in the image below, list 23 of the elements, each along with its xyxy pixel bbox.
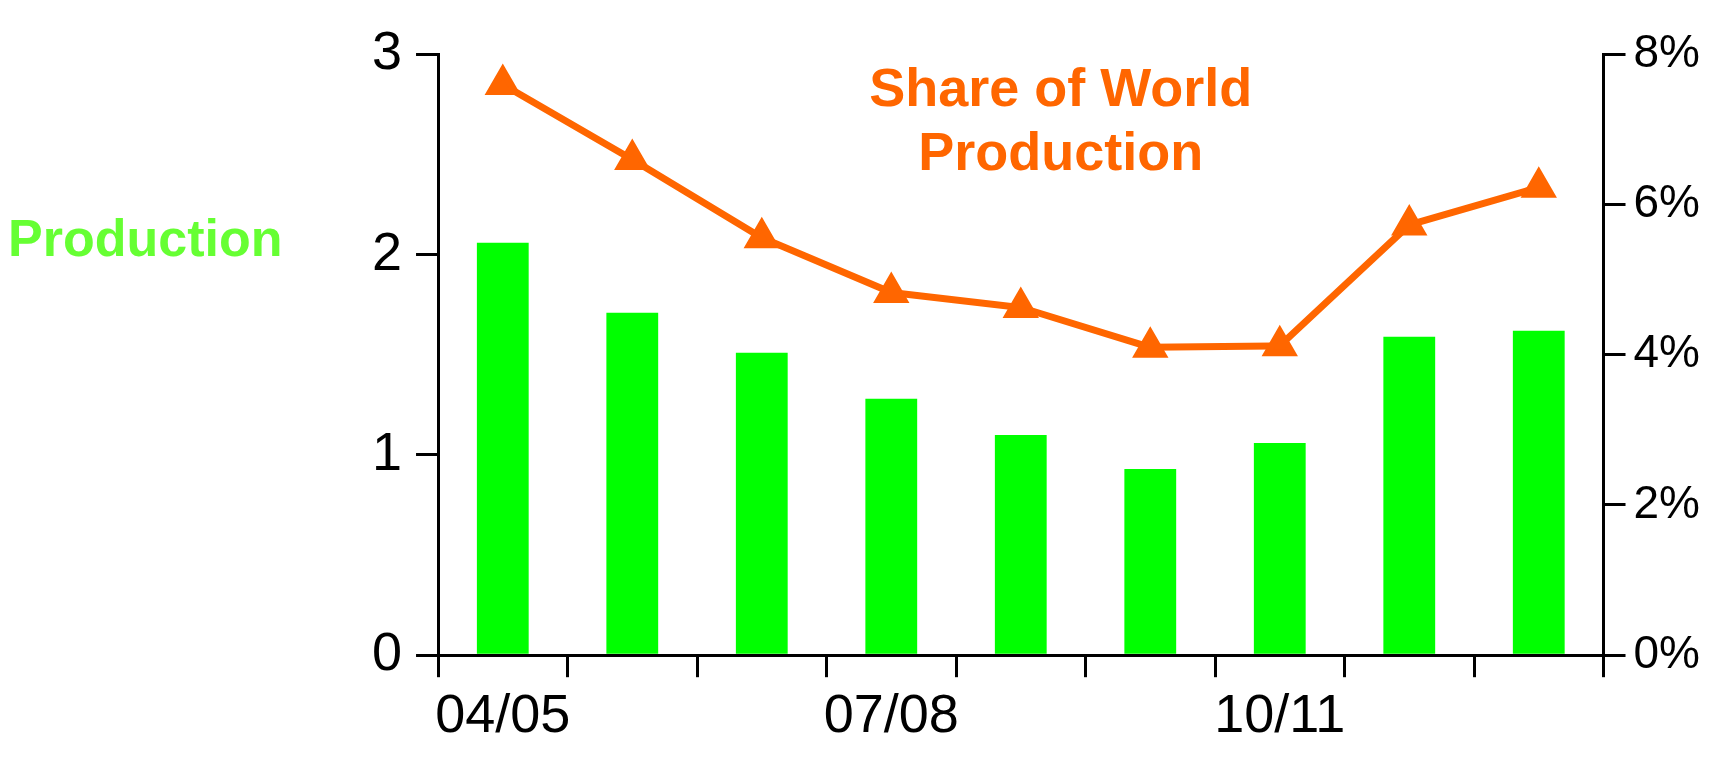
x-tick-label: 04/05 xyxy=(435,683,571,744)
bar xyxy=(735,352,788,654)
y-tick-label: 0 xyxy=(371,621,403,682)
y2-tick-label: 8% xyxy=(1633,25,1700,78)
x-tick-label: 10/11 xyxy=(1214,683,1346,744)
y-tick-label: 3 xyxy=(371,20,403,81)
y2-tick-label: 4% xyxy=(1633,325,1700,378)
bar xyxy=(1124,468,1177,654)
y-axis-title: Production xyxy=(8,208,284,268)
bar xyxy=(865,398,918,654)
y-tick-label: 1 xyxy=(371,420,403,481)
x-tick-label: 07/08 xyxy=(823,683,959,744)
bar xyxy=(476,242,529,654)
y2-tick-label: 0% xyxy=(1633,625,1700,678)
bar xyxy=(1383,336,1436,654)
bar xyxy=(1253,442,1306,654)
y2-tick-label: 6% xyxy=(1633,175,1700,228)
y2-tick-label: 2% xyxy=(1633,475,1700,528)
y-tick-label: 2 xyxy=(371,220,403,281)
bar xyxy=(1512,330,1565,654)
bar xyxy=(606,312,659,654)
bar xyxy=(994,434,1047,654)
series-label: Share of World Production xyxy=(869,57,1253,182)
